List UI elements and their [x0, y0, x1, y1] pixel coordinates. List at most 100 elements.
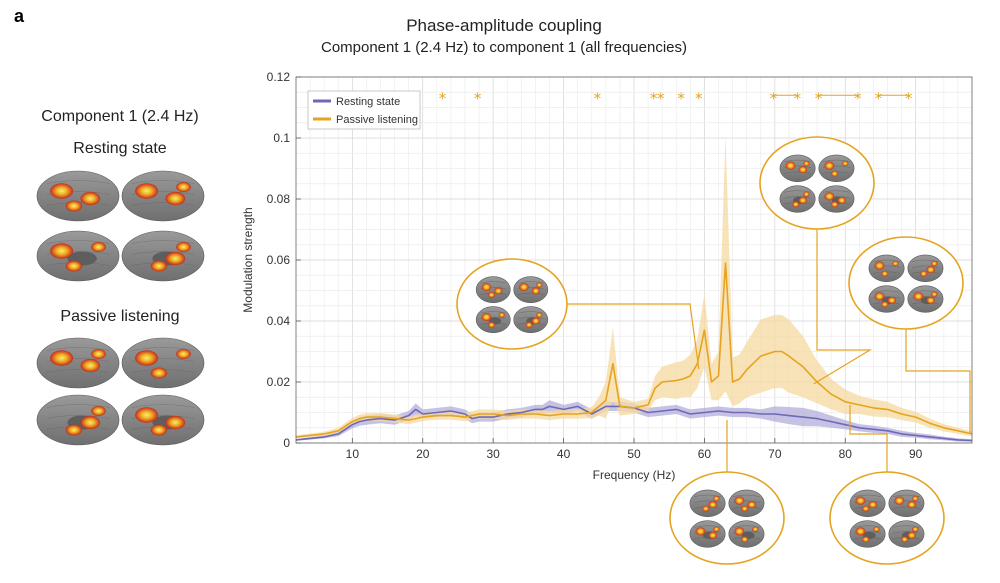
activation-blob: [752, 526, 759, 532]
activation-blob: [803, 191, 810, 197]
brain-hemisphere: [513, 276, 549, 303]
activation-blob: [824, 161, 835, 170]
activation-blob: [695, 527, 706, 536]
resting-state-label: Resting state: [73, 140, 166, 157]
activation-blob: [913, 292, 924, 301]
activation-blob: [498, 312, 505, 318]
brain-sulcus: [517, 292, 544, 295]
activation-blob: [150, 260, 168, 272]
brain-hemisphere: [689, 489, 726, 517]
brain-sulcus: [892, 506, 920, 509]
activation-blob: [531, 317, 540, 325]
brain-sulcus: [892, 525, 920, 528]
activation-blob: [708, 501, 718, 509]
activation-blob: [91, 406, 106, 416]
panel-letter: a: [14, 6, 25, 26]
x-tick-label: 50: [627, 447, 641, 461]
callout-frame: [669, 471, 785, 565]
activation-blob: [176, 242, 191, 252]
activation-blob: [931, 291, 938, 297]
brain-sulcus: [854, 494, 882, 497]
y-tick-label: 0.12: [267, 70, 291, 84]
significance-star: *: [594, 89, 602, 107]
significance-star: *: [695, 89, 703, 107]
activation-blob: [837, 196, 846, 204]
activation-blob: [803, 160, 810, 167]
brain-sulcus: [46, 240, 110, 244]
activation-blob: [873, 526, 880, 532]
brain-view: [888, 489, 925, 517]
brain-hemisphere: [36, 170, 120, 222]
brain-callouts: [456, 136, 971, 565]
left-brain-images: [36, 170, 205, 446]
brain-view: [779, 185, 816, 213]
brain-view: [36, 337, 120, 389]
brain-view: [513, 306, 549, 334]
activation-blob: [536, 282, 543, 288]
activation-blob: [881, 301, 889, 308]
brain-hemisphere: [849, 489, 886, 517]
brain-sulcus: [46, 415, 110, 419]
significance-star: *: [905, 89, 913, 107]
y-tick-label: 0.06: [267, 253, 291, 267]
passive-listening-label: Passive listening: [60, 308, 179, 325]
activation-blob: [531, 287, 540, 295]
brain-view: [849, 489, 886, 517]
brain-view: [849, 520, 886, 548]
activation-blob: [831, 170, 839, 177]
chart-subtitle: Component 1 (2.4 Hz) to component 1 (all…: [321, 39, 687, 56]
activation-blob: [713, 495, 720, 502]
brain-sulcus: [822, 159, 850, 162]
brain-view: [36, 230, 120, 282]
activation-blob: [734, 527, 745, 536]
activation-blob: [65, 200, 83, 212]
brain-view: [907, 285, 944, 313]
brain-sulcus: [46, 347, 110, 351]
activation-blob: [65, 260, 83, 272]
activation-blob: [80, 191, 101, 206]
brain-view: [689, 489, 726, 517]
brain-sulcus: [892, 494, 920, 497]
callout-59hz: [456, 258, 700, 370]
brain-sulcus: [131, 347, 195, 351]
activation-blob: [874, 292, 885, 301]
activation-blob: [792, 201, 800, 208]
brain-view: [36, 394, 120, 446]
brain-sulcus: [784, 190, 812, 193]
activation-blob: [887, 296, 897, 304]
x-axis-ticks: 10 20 30 40 50 60 70 80 90: [346, 438, 923, 461]
brain-hemisphere: [121, 337, 205, 389]
brain-view: [888, 520, 925, 548]
activation-blob: [741, 536, 749, 543]
x-tick-label: 60: [698, 447, 712, 461]
brain-view: [818, 185, 855, 213]
activation-blob: [525, 322, 533, 328]
activation-blob: [926, 296, 935, 304]
callout-82hz: [829, 405, 945, 565]
brain-hemisphere: [818, 154, 855, 182]
activation-blob: [135, 183, 159, 199]
callout-frame: [456, 258, 568, 350]
plot-area: 10 20 30 40 50 60 70 80 90 00.020.040.060.080.10…: [241, 70, 973, 565]
significance-star: *: [657, 89, 665, 107]
callout-frame: [829, 471, 945, 565]
activation-blob: [907, 501, 916, 509]
significance-star: *: [875, 89, 883, 107]
brain-view: [36, 170, 120, 222]
y-tick-label: 0.1: [273, 131, 290, 145]
brain-sulcus: [784, 171, 812, 174]
significance-star: *: [794, 89, 802, 107]
band-resting: [296, 400, 972, 442]
brain-view: [779, 154, 816, 182]
brain-sulcus: [784, 196, 812, 199]
brain-sulcus: [911, 290, 939, 293]
brain-sulcus: [480, 311, 507, 314]
brain-sulcus: [131, 251, 195, 255]
brain-hemisphere: [868, 254, 905, 282]
activation-blob: [824, 192, 835, 201]
activation-blob: [65, 424, 83, 436]
activation-blob: [901, 536, 909, 543]
brain-sulcus: [131, 202, 195, 206]
legend-label-passive: Passive listening: [336, 114, 418, 126]
